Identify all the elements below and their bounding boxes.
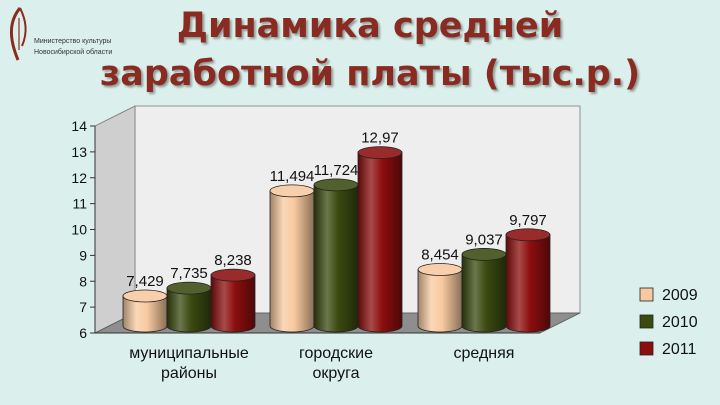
data-label: 7,429 <box>126 273 164 290</box>
x-tick-label: муниципальные <box>129 345 249 362</box>
bar-top <box>166 281 212 295</box>
x-tick-label: округа <box>313 365 360 382</box>
y-tick-label: 12 <box>71 170 87 186</box>
data-label: 11,724 <box>314 162 359 179</box>
bar <box>313 184 359 333</box>
legend-swatch <box>639 314 654 329</box>
logo-org-line1: Министерство культуры <box>34 38 112 45</box>
bar-top <box>122 289 168 303</box>
bar <box>122 295 168 333</box>
bar-top <box>269 184 315 198</box>
logo-org-line2: Новосибирской области <box>34 49 113 56</box>
x-tick-label: городские <box>299 345 373 362</box>
bar-top <box>505 228 551 242</box>
legend-swatch <box>639 341 654 356</box>
data-label: 12,97 <box>361 130 399 147</box>
bar <box>210 274 256 333</box>
legend-label: 2011 <box>662 341 697 358</box>
title-line-2: заработной платы (тыс.р.) <box>99 54 641 94</box>
y-tick-label: 7 <box>79 299 87 315</box>
x-tick-label: районы <box>161 365 217 382</box>
data-label: 7,735 <box>170 265 208 282</box>
legend-label: 2009 <box>662 287 698 304</box>
y-tick-label: 14 <box>71 118 87 134</box>
data-label: 9,797 <box>509 212 547 229</box>
x-tick-label: средняя <box>454 345 515 362</box>
bar <box>461 254 507 333</box>
bar <box>166 287 212 333</box>
y-tick-label: 9 <box>79 247 87 263</box>
y-tick-label: 11 <box>72 196 87 212</box>
bar-top <box>357 146 403 160</box>
bar <box>269 190 315 333</box>
bar-top <box>313 178 359 192</box>
bar-top <box>210 268 256 282</box>
page-title: Динамика средней заработной платы (тыс.р… <box>60 2 680 98</box>
y-tick-label: 8 <box>79 273 87 289</box>
bar <box>417 269 463 333</box>
bar-top <box>417 263 463 276</box>
y-tick-label: 10 <box>71 222 87 238</box>
bar <box>505 234 551 333</box>
bar-top <box>461 248 507 261</box>
data-label: 8,238 <box>214 252 252 269</box>
logo-emblem-icon <box>10 7 27 61</box>
ministry-logo: Министерство культуры Новосибирской обла… <box>6 6 146 66</box>
data-label: 11,494 <box>270 168 315 185</box>
data-label: 9,037 <box>465 231 503 248</box>
data-label: 8,454 <box>421 247 459 264</box>
legend-label: 2010 <box>662 314 698 331</box>
y-tick-label: 13 <box>71 144 87 160</box>
y-tick-label: 6 <box>79 325 87 341</box>
title-line-1: Динамика средней <box>176 6 564 46</box>
legend-swatch <box>639 287 654 302</box>
bar <box>357 152 403 333</box>
